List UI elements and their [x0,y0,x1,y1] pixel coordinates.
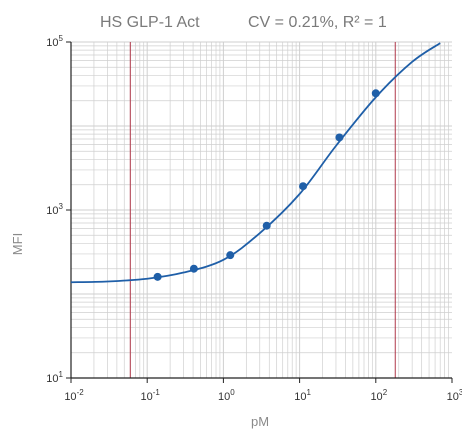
x-tick-label: 10-2 [64,388,84,403]
series-layer [70,42,441,284]
x-tick-label-exp: -1 [153,388,161,397]
data-point [335,133,344,142]
chart-title: HS GLP-1 Act [100,14,200,31]
chart-subtitle: CV = 0.21%, R² = 1 [248,14,387,31]
x-tick-label-exp: 0 [230,388,235,397]
x-tick-label-base: 10 [294,391,306,403]
y-tick-label-base: 10 [46,205,58,217]
fit-curve [70,42,441,284]
x-tick-label-base: 10 [218,391,230,403]
x-tick-label: 101 [294,388,311,403]
data-point [371,89,380,98]
y-tick-label: 103 [46,202,63,217]
data-point [226,251,235,260]
y-tick-label-exp: 1 [59,370,64,379]
y-tick-label-exp: 5 [59,34,64,43]
x-axis-label: pM [251,414,269,429]
y-tick-label: 101 [46,370,63,385]
x-tick-label-base: 10 [447,391,459,403]
data-point [153,272,162,281]
data-point [299,182,308,191]
y-axis-label: MFI [10,233,25,255]
x-tick-label: 103 [447,388,462,403]
x-tick-label-exp: 3 [459,388,462,397]
y-tick-label: 105 [46,34,63,49]
x-tick-label-base: 10 [370,391,382,403]
x-tick-label-exp: -2 [77,388,85,397]
x-tick-label: 102 [370,388,387,403]
x-tick-label-base: 10 [64,391,76,403]
y-tick-label-exp: 3 [59,202,64,211]
y-tick-label-base: 10 [46,37,58,49]
y-tick-label-base: 10 [46,373,58,385]
x-tick-label-exp: 2 [383,388,388,397]
axes [66,41,453,383]
x-tick-label: 100 [218,388,235,403]
limit-lines [129,42,396,378]
x-tick-label-exp: 1 [306,388,311,397]
data-point [262,221,271,230]
x-tick-label: 10-1 [141,388,161,403]
x-tick-label-base: 10 [141,391,153,403]
data-point [189,264,198,273]
